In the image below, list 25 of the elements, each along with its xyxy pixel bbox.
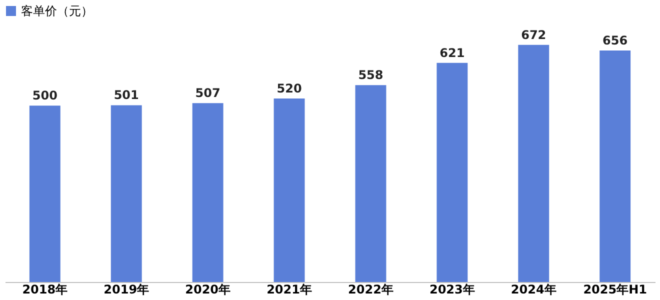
x-tick-label: 2022年 bbox=[348, 282, 394, 296]
bar bbox=[355, 85, 386, 282]
x-tick-label: 2025年H1 bbox=[583, 282, 647, 296]
data-label: 656 bbox=[602, 34, 628, 48]
x-tick-label: 2019年 bbox=[104, 282, 150, 296]
bar bbox=[600, 50, 631, 282]
data-label: 520 bbox=[276, 82, 302, 96]
x-tick-label: 2018年 bbox=[22, 282, 68, 296]
data-label: 621 bbox=[440, 46, 465, 60]
data-label: 507 bbox=[195, 86, 220, 100]
bar bbox=[192, 103, 224, 282]
legend-label: 客单价（元） bbox=[21, 4, 93, 18]
x-tick-label: 2021年 bbox=[266, 282, 312, 296]
bar bbox=[518, 44, 550, 282]
data-label: 500 bbox=[32, 88, 58, 103]
data-label: 672 bbox=[521, 28, 546, 42]
x-tick-label: 2020年 bbox=[185, 282, 231, 296]
data-label: 558 bbox=[358, 68, 384, 82]
bar bbox=[110, 105, 142, 282]
x-tick-label: 2024年 bbox=[510, 282, 556, 296]
bar bbox=[29, 106, 60, 282]
x-tick-label: 2023年 bbox=[429, 282, 475, 296]
data-label: 501 bbox=[114, 88, 139, 102]
bar bbox=[436, 62, 468, 282]
bar bbox=[274, 98, 305, 282]
